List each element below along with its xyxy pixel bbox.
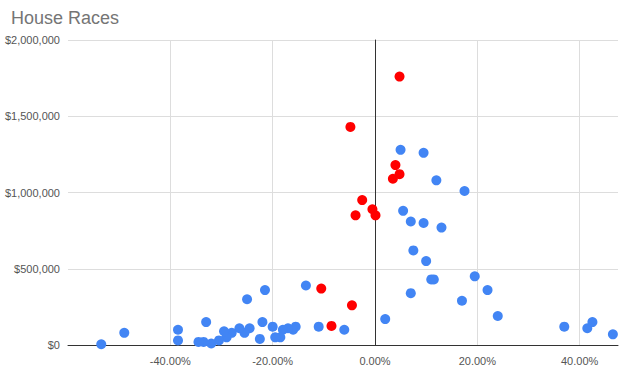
- svg-text:-20.00%: -20.00%: [252, 355, 293, 367]
- svg-text:$1,500,000: $1,500,000: [5, 110, 60, 122]
- svg-text:0.00%: 0.00%: [359, 355, 390, 367]
- svg-text:$0: $0: [48, 339, 60, 351]
- svg-text:$1,000,000: $1,000,000: [5, 187, 60, 199]
- svg-text:-40.00%: -40.00%: [150, 355, 191, 367]
- svg-text:$500,000: $500,000: [14, 263, 60, 275]
- svg-text:House Races: House Races: [11, 8, 119, 28]
- svg-text:$2,000,000: $2,000,000: [5, 34, 60, 46]
- svg-text:40.00%: 40.00%: [561, 355, 599, 367]
- svg-text:20.00%: 20.00%: [459, 355, 497, 367]
